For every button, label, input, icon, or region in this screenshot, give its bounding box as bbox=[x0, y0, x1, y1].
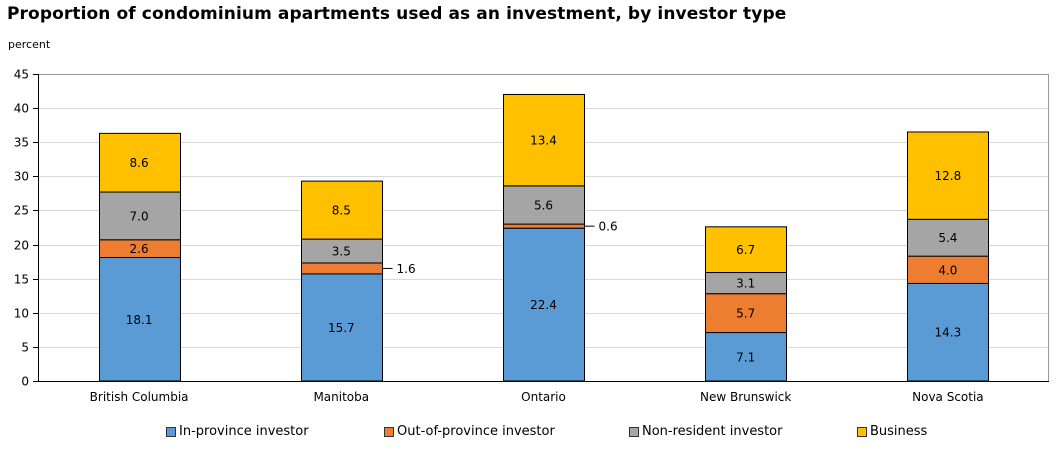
legend-item: In-province investor bbox=[166, 424, 309, 439]
legend-swatch bbox=[166, 426, 176, 437]
y-tick-label: 5 bbox=[21, 341, 29, 355]
bar-segment bbox=[503, 227, 585, 382]
bar-segment bbox=[907, 131, 989, 220]
x-tick-label: British Columbia bbox=[90, 390, 189, 404]
legend-label: In-province investor bbox=[179, 424, 309, 439]
data-label: 2.6 bbox=[130, 242, 149, 256]
bar-segment bbox=[705, 293, 787, 334]
legend-item: Out-of-province investor bbox=[384, 424, 555, 439]
bar-segment bbox=[99, 191, 181, 241]
data-label: 8.6 bbox=[130, 156, 149, 170]
y-tick-label: 10 bbox=[14, 307, 29, 321]
legend: In-province investor Out-of-province inve… bbox=[0, 424, 1064, 442]
data-label: 7.0 bbox=[130, 209, 149, 223]
data-label: 7.1 bbox=[736, 350, 755, 364]
y-tick-label: 40 bbox=[14, 102, 29, 116]
unit-label: percent bbox=[8, 38, 51, 51]
legend-item: Business bbox=[857, 424, 927, 439]
chart-title: Proportion of condominium apartments use… bbox=[7, 4, 787, 24]
bar-segment bbox=[503, 93, 585, 187]
bar-segment bbox=[99, 132, 181, 193]
bar-segment bbox=[503, 185, 585, 225]
x-tick-label: Manitoba bbox=[313, 390, 369, 404]
data-label: 0.6 bbox=[599, 220, 618, 234]
data-label: 5.4 bbox=[938, 231, 957, 245]
bar-segment bbox=[301, 180, 383, 240]
legend-item: Non-resident investor bbox=[629, 424, 782, 439]
bar-segment bbox=[907, 255, 989, 284]
bar-segment bbox=[907, 218, 989, 257]
x-tick-label: Ontario bbox=[521, 390, 566, 404]
x-tick-label: New Brunswick bbox=[700, 390, 791, 404]
y-tick-label: 30 bbox=[14, 170, 29, 184]
data-label: 3.5 bbox=[332, 245, 351, 259]
data-label: 4.0 bbox=[938, 263, 957, 277]
data-label: 15.7 bbox=[328, 321, 355, 335]
data-label: 5.6 bbox=[534, 198, 553, 212]
bar-segment bbox=[705, 332, 787, 382]
data-label: 5.7 bbox=[736, 307, 755, 321]
data-label: 8.5 bbox=[332, 204, 351, 218]
y-tick-label: 20 bbox=[14, 239, 29, 253]
y-tick-label: 25 bbox=[14, 204, 29, 218]
y-tick-label: 0 bbox=[21, 375, 29, 389]
data-label: 6.7 bbox=[736, 243, 755, 257]
legend-label: Out-of-province investor bbox=[397, 424, 555, 439]
y-tick-label: 15 bbox=[14, 273, 29, 287]
legend-label: Non-resident investor bbox=[642, 424, 783, 439]
data-label: 12.8 bbox=[935, 169, 962, 183]
data-label: 14.3 bbox=[935, 326, 962, 340]
data-label: 3.1 bbox=[736, 277, 755, 291]
bar-segment bbox=[503, 223, 585, 229]
legend-swatch bbox=[629, 426, 639, 437]
legend-swatch bbox=[384, 426, 394, 437]
y-tick-label: 35 bbox=[14, 136, 29, 150]
bar-segment bbox=[301, 273, 383, 382]
stacked-bar-chart: 18.1 2.6 7.0 8.6 15.7 1.6 3.5 8.5 22.4 0.6 5.6 13.4… bbox=[14, 68, 1049, 404]
y-tick-label: 45 bbox=[14, 68, 29, 82]
data-label: 1.6 bbox=[397, 262, 416, 276]
bar-segment bbox=[301, 262, 383, 275]
bar-segment bbox=[907, 282, 989, 382]
legend-label: Business bbox=[870, 424, 928, 439]
data-label: 18.1 bbox=[126, 313, 153, 327]
bar-segment bbox=[705, 226, 787, 274]
bar-segment bbox=[99, 257, 181, 382]
legend-swatch bbox=[857, 426, 867, 437]
data-label: 22.4 bbox=[530, 298, 557, 312]
data-label: 13.4 bbox=[530, 134, 557, 148]
x-tick-label: Nova Scotia bbox=[912, 390, 984, 404]
